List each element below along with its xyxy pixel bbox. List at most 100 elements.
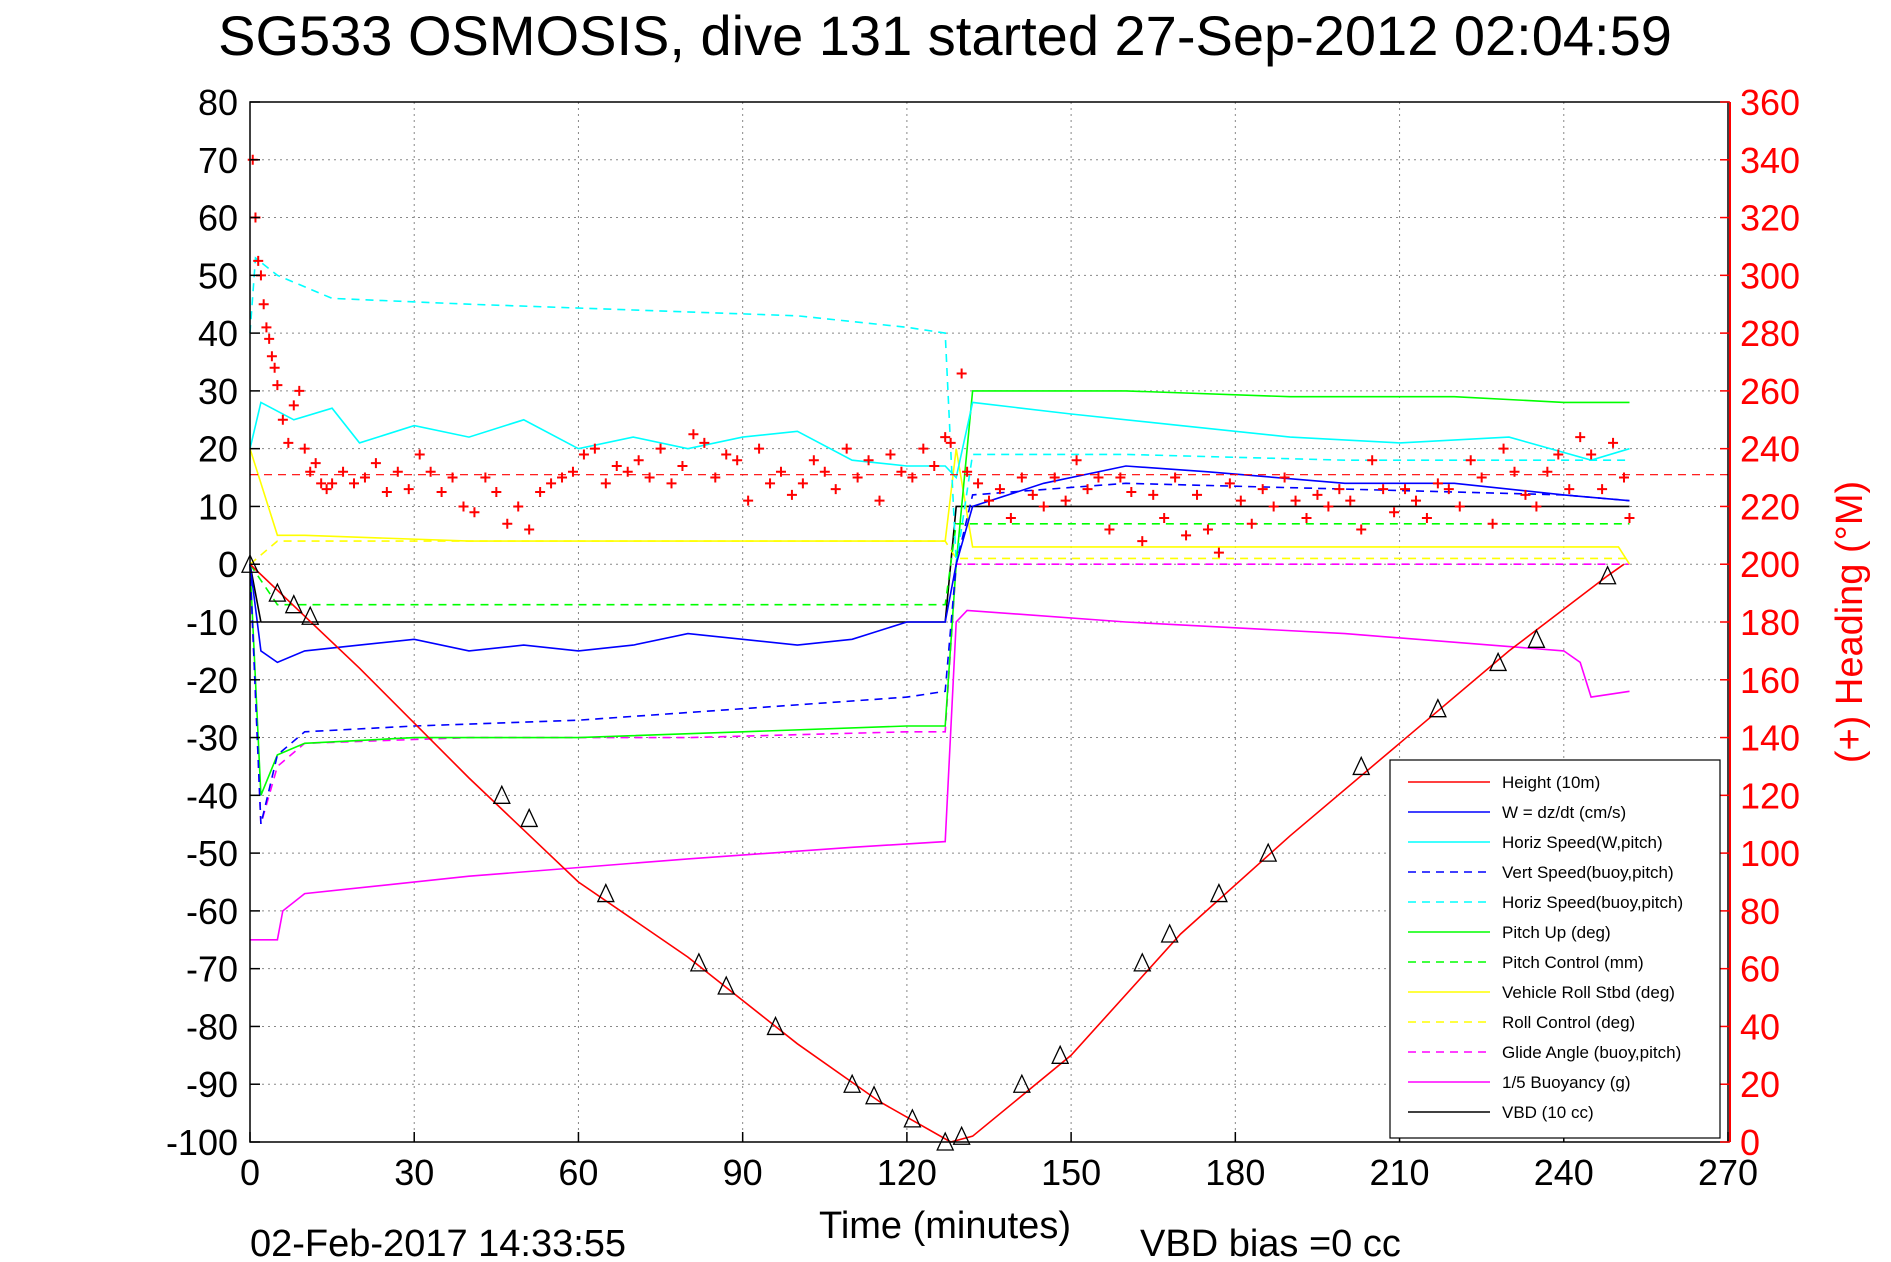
heading-point [288,400,299,411]
heading-point [994,484,1005,495]
heading-point [1071,455,1082,466]
heading-point [266,351,277,362]
x-axis-label: Time (minutes) [819,1205,1071,1247]
heading-point [896,466,907,477]
heading-point [1345,495,1356,506]
heading-point [622,466,633,477]
heading-point [929,461,940,471]
heading-point [513,501,524,512]
heading-point [1257,484,1268,495]
heading-point [589,443,600,454]
y2-tick-label: 100 [1740,833,1800,874]
legend-entry: Pitch Up (deg) [1502,923,1611,942]
y-tick-label: -10 [186,602,238,643]
heading-point [321,484,332,495]
heading-point [1410,495,1421,506]
heading-point [1389,507,1400,518]
heading-point [1334,484,1345,495]
depth-marker [1352,755,1371,776]
heading-point [381,487,392,497]
y2-tick-label: 360 [1740,82,1800,123]
heading-point [1465,455,1476,466]
y-tick-label: 40 [198,313,238,354]
heading-point [1597,484,1608,495]
heading-point [721,449,732,460]
heading-point [1115,472,1126,483]
y2-tick-label: 180 [1740,602,1800,643]
heading-point [359,472,370,483]
depth-marker [1598,565,1617,585]
heading-point [956,368,967,379]
heading-point [655,443,666,454]
heading-point [1356,524,1367,535]
y-tick-label: 0 [218,544,238,585]
heading-point [1301,513,1312,523]
series-line-w-dz-dt-cm-s [249,465,1630,664]
heading-point [392,466,403,477]
heading-point [305,466,316,477]
heading-point [1476,472,1487,483]
x-tick-label: 30 [394,1152,434,1193]
y2-axis-label: (+) Heading (°M) [1829,481,1871,763]
legend-entry: W = dz/dt (cm/s) [1502,803,1626,822]
y2-tick-label: 80 [1740,891,1780,932]
heading-point [316,478,327,489]
x-tick-label: 0 [240,1152,260,1193]
heading-point [1246,518,1257,529]
heading-point [1235,495,1246,506]
heading-point [907,472,918,483]
heading-point [600,478,611,489]
heading-point [611,461,622,471]
depth-marker [903,1108,922,1128]
legend: Height (10m) W = dz/dt (cm/s) Horiz Speed(… [1389,759,1721,1139]
y2-tick-label: 300 [1740,255,1800,296]
heading-point [1049,472,1060,483]
heading-point [1005,513,1016,523]
y2-tick-label: 340 [1740,140,1800,181]
depth-marker [766,1015,785,1036]
heading-point [578,449,589,460]
y2-tick-label: 280 [1740,313,1800,354]
y2-tick-label: 160 [1740,660,1800,701]
heading-point [277,414,288,425]
heading-point [677,461,688,471]
series-line-pitch-control-mm [249,522,1630,606]
series-line-horiz-speed-w-pitch [249,401,1630,480]
heading-point [1432,478,1443,489]
heading-point [666,478,677,489]
y-tick-label: 80 [198,82,238,123]
heading-point [830,484,841,495]
heading-point [786,489,797,500]
series-line-1-5-buoyancy-g [250,609,1630,941]
heading-point [984,495,994,506]
heading-point [546,478,557,489]
chart-title: SG533 OSMOSIS, dive 131 started 27-Sep-2… [218,4,1672,67]
heading-point [1542,466,1553,477]
y2-tick-label: 40 [1740,1006,1780,1047]
y-tick-label: 30 [198,371,238,412]
y2-tick-label: 200 [1740,544,1800,585]
heading-point [732,455,743,466]
y2-tick-label: 240 [1740,429,1800,470]
heading-point [940,432,951,443]
heading-point [1378,484,1389,495]
heading-point [1421,513,1432,523]
heading-point [1531,501,1542,512]
heading-point [1148,489,1159,500]
footer-timestamp: 02-Feb-2017 14:33:55 [250,1223,626,1262]
legend-entry: Vert Speed(buoy,pitch) [1502,863,1674,882]
heading-point [272,380,283,391]
heading-point [1126,487,1137,497]
y2-tick-label: 20 [1740,1064,1780,1105]
heading-point [1608,437,1619,448]
series-layer [249,256,1631,1143]
heading-point [743,495,754,506]
heading-point [349,478,360,489]
heading-point [567,466,578,477]
heading-point [1323,501,1334,512]
heading-point [885,449,896,460]
heading-point [1290,495,1301,506]
heading-point [1498,443,1509,454]
y2-tick-label: 260 [1740,371,1800,412]
heading-point [1553,449,1564,460]
